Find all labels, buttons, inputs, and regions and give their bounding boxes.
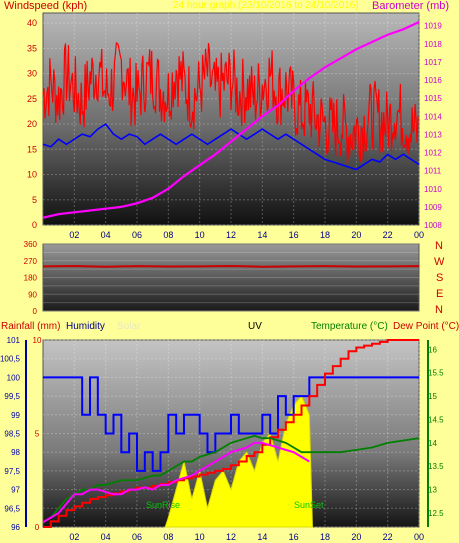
temp-tick-label: 15 xyxy=(428,392,437,401)
compass-w: W xyxy=(434,256,445,268)
direction-panel-bg xyxy=(42,243,420,312)
rain-tick-label: 10 xyxy=(33,336,42,345)
compass-n-bottom: N xyxy=(435,304,443,316)
wind-tick-label: 15 xyxy=(27,144,37,154)
temp-tick-label: 13.5 xyxy=(428,462,444,471)
temperature-label: Temperature (°C) xyxy=(311,321,388,332)
wind-x-tick-label: 16 xyxy=(289,230,299,240)
dir-tick-label: 270 xyxy=(24,257,38,266)
dir-tick-label: 360 xyxy=(24,240,38,249)
rainfall-series-line xyxy=(43,339,419,528)
temp-x-tick-label: 06 xyxy=(132,532,142,542)
wind-tick-label: 0 xyxy=(32,220,37,230)
chart-title: 24 hour graph (23/10/2016 to 24/10/2016) xyxy=(173,0,359,11)
baro-tick-label: 1016 xyxy=(424,76,442,85)
humidity-tick-label: 100 xyxy=(7,373,21,382)
dir-tick-label: 90 xyxy=(28,290,37,299)
sunrise-label: SunRise xyxy=(146,500,181,510)
rain-tick-label: 5 xyxy=(35,430,40,439)
baro-tick-label: 1015 xyxy=(424,94,442,103)
baro-tick-label: 1012 xyxy=(424,149,442,158)
baro-tick-label: 1017 xyxy=(424,58,442,67)
dir-tick-label: 180 xyxy=(24,274,38,283)
compass-n-top: N xyxy=(435,240,443,252)
baro-tick-label: 1013 xyxy=(424,130,442,139)
humidity-tick-label: 98 xyxy=(11,448,20,457)
temp-x-tick-label: 18 xyxy=(320,532,330,542)
temp-x-tick-label: 22 xyxy=(383,532,393,542)
temp-x-tick-label: 02 xyxy=(69,532,79,542)
compass-e: E xyxy=(436,288,444,300)
wind-tick-label: 5 xyxy=(32,195,37,205)
wind-tick-label: 35 xyxy=(27,43,37,53)
wind-x-tick-label: 06 xyxy=(132,230,142,240)
temp-tick-label: 15.5 xyxy=(428,369,444,378)
wind-tick-label: 40 xyxy=(27,18,37,28)
sunset-label: SunSet xyxy=(294,500,324,510)
wind-x-tick-label: 20 xyxy=(351,230,361,240)
baro-tick-label: 1009 xyxy=(424,203,442,212)
compass-s: S xyxy=(436,272,444,284)
humidity-tick-label: 99,5 xyxy=(4,392,20,401)
temp-tick-label: 13 xyxy=(428,486,437,495)
wind-x-tick-label: 00 xyxy=(414,230,424,240)
wind-x-tick-label: 18 xyxy=(320,230,330,240)
wind-x-tick-label: 12 xyxy=(226,230,236,240)
dewpoint-series-line xyxy=(42,434,420,524)
uv-label: UV xyxy=(248,321,262,332)
wind-x-tick-label: 02 xyxy=(69,230,79,240)
humidity-tick-label: 97,5 xyxy=(4,467,20,476)
humidity-tick-label: 100,5 xyxy=(0,355,21,364)
rainfall-label: Rainfall (mm) xyxy=(1,321,61,332)
dir-tick-label: 0 xyxy=(33,307,38,316)
humidity-tick-label: 96,5 xyxy=(4,504,20,513)
wind-x-tick-label: 22 xyxy=(383,230,393,240)
direction-series-line xyxy=(42,264,420,268)
solar-label: Solar xyxy=(117,321,141,332)
humidity-tick-label: 96 xyxy=(11,523,20,532)
baro-tick-label: 1011 xyxy=(424,167,442,176)
wind-tick-label: 25 xyxy=(27,94,37,104)
temp-x-tick-label: 04 xyxy=(101,532,111,542)
temp-x-tick-label: 08 xyxy=(163,532,173,542)
humidity-label: Humidity xyxy=(66,321,105,332)
temp-x-tick-label: 16 xyxy=(289,532,299,542)
baro-tick-label: 1019 xyxy=(424,22,442,31)
temp-tick-label: 16 xyxy=(428,345,437,354)
gust-series-line xyxy=(42,42,419,165)
wind-axis-label: Windspeed (kph) xyxy=(4,0,88,12)
humidity-tick-label: 101 xyxy=(7,336,21,345)
wind-x-tick-label: 04 xyxy=(101,230,111,240)
rain-tick-label: 0 xyxy=(35,523,40,532)
humidity-series-line xyxy=(43,376,419,472)
humidity-tick-label: 99 xyxy=(11,411,20,420)
temp-x-tick-label: 12 xyxy=(226,532,236,542)
temp-x-tick-label: 14 xyxy=(257,532,267,542)
wind-series-line xyxy=(42,122,420,171)
baro-axis-label: Barometer (mb) xyxy=(372,0,450,12)
baro-tick-label: 1018 xyxy=(424,40,442,49)
temp-tick-label: 14.5 xyxy=(428,415,444,424)
wind-tick-label: 10 xyxy=(27,170,37,180)
barometer-series-line xyxy=(42,21,420,219)
humidity-tick-label: 98,5 xyxy=(4,430,20,439)
wind-x-tick-label: 10 xyxy=(195,230,205,240)
baro-tick-label: 1008 xyxy=(424,221,442,230)
temperature-series-line xyxy=(42,441,310,524)
humidity-tick-label: 97 xyxy=(11,486,20,495)
temp-x-tick-label: 10 xyxy=(195,532,205,542)
temp-x-tick-label: 20 xyxy=(351,532,361,542)
temp-tick-label: 14 xyxy=(428,439,437,448)
wind-x-tick-label: 08 xyxy=(163,230,173,240)
wind-x-tick-label: 14 xyxy=(257,230,267,240)
baro-tick-label: 1014 xyxy=(424,112,442,121)
dewpoint-label: Dew Point (°C) xyxy=(393,321,459,332)
temp-x-tick-label: 00 xyxy=(414,532,424,542)
wind-tick-label: 20 xyxy=(27,119,37,129)
baro-tick-label: 1010 xyxy=(424,185,442,194)
temp-tick-label: 12.5 xyxy=(428,509,444,518)
wind-tick-label: 30 xyxy=(27,69,37,79)
